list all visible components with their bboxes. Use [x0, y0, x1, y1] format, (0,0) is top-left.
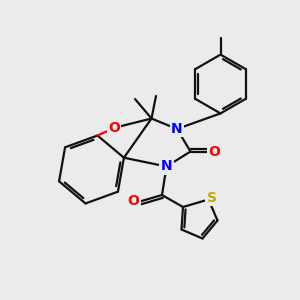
Text: O: O: [108, 121, 120, 134]
Text: O: O: [208, 145, 220, 158]
Text: N: N: [171, 122, 183, 136]
Text: S: S: [206, 191, 217, 205]
Text: N: N: [161, 160, 172, 173]
Text: O: O: [128, 194, 140, 208]
